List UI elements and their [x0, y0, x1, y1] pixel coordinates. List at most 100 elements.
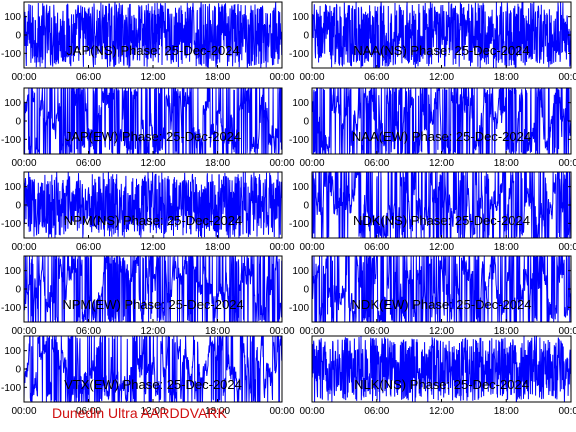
x-tick-label: 06:00: [364, 242, 389, 253]
chart-panel-ndk-ns: 100 0 -100 00:00 06:00 12:00 18:00 00:00 NDK(NS)…: [289, 171, 576, 253]
y-tick-label: -100: [289, 219, 309, 230]
x-tick-label: 18:00: [205, 242, 230, 253]
x-tick-label: 00:00: [299, 406, 324, 417]
x-tick-label: 00:00: [11, 242, 36, 253]
x-tick-label: 12:00: [429, 242, 454, 253]
y-tick-label: 100: [4, 12, 21, 23]
chart-panel-npm-ew: 100 0 -100 00:00 06:00 12:00 18:00 00:00 NPM(EW)…: [1, 255, 295, 337]
x-tick-label: 00:00: [558, 406, 576, 417]
phase-trace: [312, 256, 571, 322]
x-tick-label: 06:00: [76, 158, 101, 169]
x-tick-label: 00:00: [299, 72, 324, 83]
phase-trace: [24, 336, 282, 402]
x-tick-label: 18:00: [494, 406, 519, 417]
x-tick-label: 00:00: [299, 158, 324, 169]
x-tick-label: 00:00: [269, 326, 294, 337]
y-tick-label: 100: [4, 98, 21, 109]
chart-panel-naa-ns: 100 0 -100 00:00 06:00 12:00 18:00 00:00 NAA(NS)…: [289, 1, 576, 83]
chart-title: NAA(NS) Phase: 25-Dec-2024: [353, 43, 529, 58]
x-tick-label: 06:00: [364, 72, 389, 83]
y-tick-label: 0: [303, 285, 309, 296]
y-tick-label: 100: [292, 98, 309, 109]
x-tick-label: 12:00: [140, 158, 165, 169]
chart-title: VTX(EW) Phase: 25-Dec-2024: [64, 377, 242, 392]
phase-trace: [24, 172, 282, 238]
x-tick-label: 00:00: [558, 326, 576, 337]
x-tick-label: 06:00: [76, 72, 101, 83]
x-tick-label: 18:00: [494, 158, 519, 169]
y-tick-label: -100: [289, 49, 309, 60]
x-tick-label: 00:00: [299, 242, 324, 253]
x-tick-label: 00:00: [269, 158, 294, 169]
x-tick-label: 18:00: [494, 242, 519, 253]
chart-title: NPM(NS) Phase: 25-Dec-2024: [64, 213, 242, 228]
chart-panel-vtx-ew: 100 0 -100 00:00 06:00 12:00 18:00 00:00 VTX(EW)…: [1, 335, 295, 417]
x-tick-label: 00:00: [11, 158, 36, 169]
y-tick-label: -100: [1, 219, 21, 230]
y-tick-label: 100: [292, 182, 309, 193]
x-tick-label: 12:00: [429, 158, 454, 169]
phase-trace: [312, 336, 571, 402]
x-tick-label: 18:00: [205, 326, 230, 337]
phase-trace: [24, 88, 282, 154]
chart-title: JAP(NS) Phase: 25-Dec-2024: [66, 43, 239, 58]
chart-panel-naa-ew: 100 0 -100 00:00 06:00 12:00 18:00 00:00 NAA(EW)…: [289, 87, 576, 169]
x-tick-label: 00:00: [269, 242, 294, 253]
y-tick-label: -100: [1, 383, 21, 394]
x-tick-label: 18:00: [494, 326, 519, 337]
phase-trace: [24, 256, 282, 322]
x-tick-label: 06:00: [364, 158, 389, 169]
chart-panel-jap-ew: 100 0 -100 00:00 06:00 12:00 18:00 00:00 JAP(EW)…: [1, 87, 295, 169]
x-tick-label: 00:00: [11, 72, 36, 83]
x-tick-label: 12:00: [140, 406, 165, 417]
x-tick-label: 12:00: [140, 72, 165, 83]
chart-panel-nlk-ns: 00:00 06:00 12:00 18:00 00:00 NLK(NS) Phase: …: [299, 335, 576, 417]
x-tick-label: 00:00: [558, 158, 576, 169]
chart-panel-npm-ns: 100 0 -100 00:00 06:00 12:00 18:00 00:00 NPM(NS)…: [1, 171, 295, 253]
y-tick-label: 0: [15, 31, 21, 42]
x-tick-label: 12:00: [429, 72, 454, 83]
phase-trace: [312, 172, 571, 238]
x-tick-label: 00:00: [558, 242, 576, 253]
x-tick-label: 06:00: [76, 326, 101, 337]
phase-trace: [312, 2, 571, 68]
y-tick-label: 0: [303, 201, 309, 212]
chart-title: NDK(EW) Phase: 25-Dec-2024: [352, 297, 532, 312]
y-tick-label: -100: [1, 49, 21, 60]
y-tick-label: 100: [4, 266, 21, 277]
y-tick-label: 100: [4, 346, 21, 357]
x-tick-label: 00:00: [11, 406, 36, 417]
footer-label: Dunedin Ultra AARDDVARK: [52, 405, 227, 421]
y-tick-label: 100: [292, 12, 309, 23]
x-tick-label: 06:00: [76, 242, 101, 253]
x-tick-label: 18:00: [494, 72, 519, 83]
x-tick-label: 00:00: [299, 326, 324, 337]
y-tick-label: 0: [15, 365, 21, 376]
y-tick-label: -100: [289, 135, 309, 146]
x-tick-label: 00:00: [558, 72, 576, 83]
x-tick-label: 18:00: [205, 72, 230, 83]
chart-panel-ndk-ew: 100 0 -100 00:00 06:00 12:00 18:00 00:00 NDK(EW)…: [289, 255, 576, 337]
y-tick-label: 0: [303, 117, 309, 128]
y-tick-label: 0: [303, 31, 309, 42]
y-tick-label: -100: [1, 303, 21, 314]
x-tick-label: 12:00: [140, 242, 165, 253]
x-tick-label: 12:00: [140, 326, 165, 337]
x-tick-label: 18:00: [205, 406, 230, 417]
chart-panel-jap-ns: 100 0 -100 00:00 06:00 12:00 18:00 00:00 JAP(NS)…: [1, 1, 295, 83]
x-tick-label: 06:00: [76, 406, 101, 417]
y-tick-label: 0: [15, 117, 21, 128]
x-tick-label: 18:00: [205, 158, 230, 169]
x-tick-label: 06:00: [364, 326, 389, 337]
chart-title: JAP(EW) Phase: 25-Dec-2024: [65, 129, 241, 144]
x-tick-label: 00:00: [269, 406, 294, 417]
phase-trace: [312, 88, 571, 154]
phase-trace: [24, 2, 282, 68]
x-tick-label: 06:00: [364, 406, 389, 417]
x-tick-label: 00:00: [269, 72, 294, 83]
chart-title: NAA(EW) Phase: 25-Dec-2024: [352, 129, 531, 144]
chart-title: NDK(NS) Phase: 25-Dec-2024: [353, 213, 530, 228]
chart-title: NLK(NS) Phase: 25-Dec-2024: [354, 377, 529, 392]
y-tick-label: 0: [15, 201, 21, 212]
